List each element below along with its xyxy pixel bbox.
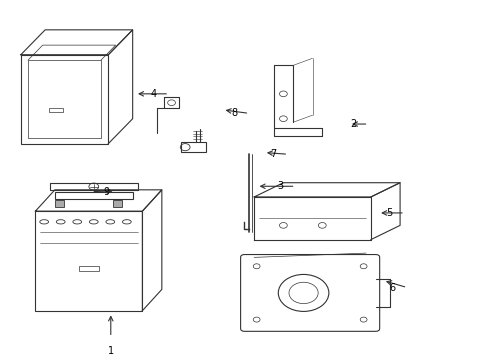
Text: 5: 5 xyxy=(386,208,392,218)
Bar xyxy=(55,192,132,199)
Text: 4: 4 xyxy=(150,89,157,99)
Bar xyxy=(28,60,101,138)
Text: 3: 3 xyxy=(277,181,283,191)
Text: 2: 2 xyxy=(349,119,356,129)
Bar xyxy=(113,201,122,207)
Text: 7: 7 xyxy=(269,149,276,159)
Text: 1: 1 xyxy=(107,346,114,356)
Bar xyxy=(55,201,63,207)
FancyBboxPatch shape xyxy=(240,255,379,331)
Text: 9: 9 xyxy=(103,186,109,197)
Text: 8: 8 xyxy=(231,108,237,118)
Bar xyxy=(79,266,99,271)
Text: 6: 6 xyxy=(388,283,394,293)
Bar xyxy=(50,184,137,190)
Bar xyxy=(181,142,205,153)
Bar xyxy=(35,211,142,311)
Bar xyxy=(48,108,63,112)
Bar xyxy=(21,55,108,144)
